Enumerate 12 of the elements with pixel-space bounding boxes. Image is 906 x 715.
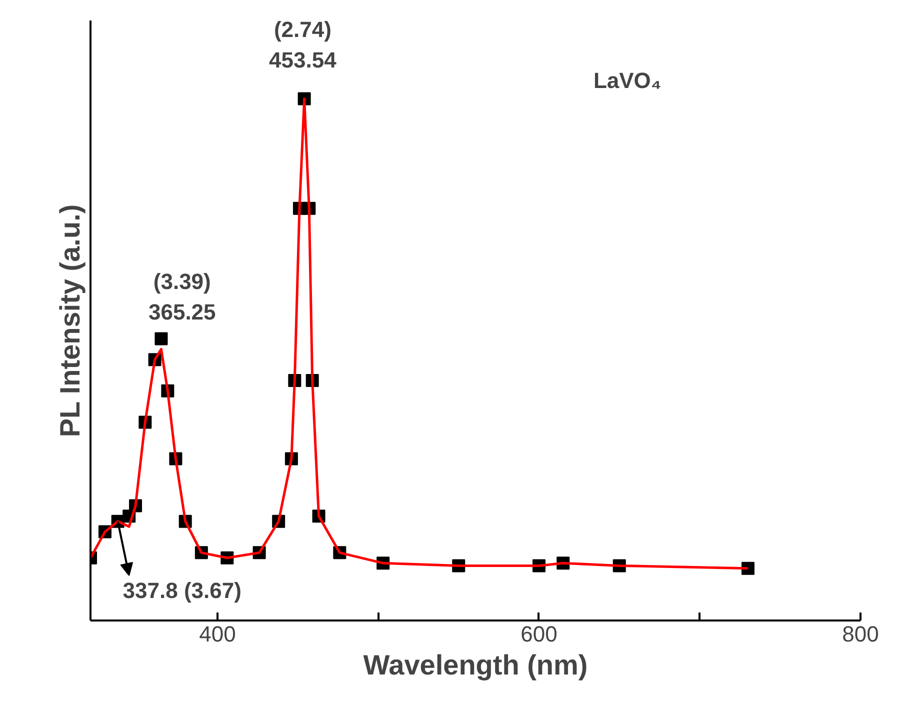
y-axis-title: PL Intensity (a.u.) [54, 204, 86, 438]
text: LaVO₄ [593, 68, 662, 93]
text: (2.74) [274, 17, 332, 42]
x-axis-title: Wavelength (nm) [363, 650, 588, 680]
x-tick-label: 800 [842, 622, 879, 646]
annotation: 365.25 [148, 300, 216, 324]
point [154, 332, 168, 346]
x-tick-label: 600 [520, 622, 558, 646]
text: 453.54 [269, 48, 338, 72]
annotation: 337.8 (3.67) [122, 578, 242, 603]
annotation: (3.39) [153, 269, 211, 294]
x-tick-label: 400 [199, 622, 236, 646]
